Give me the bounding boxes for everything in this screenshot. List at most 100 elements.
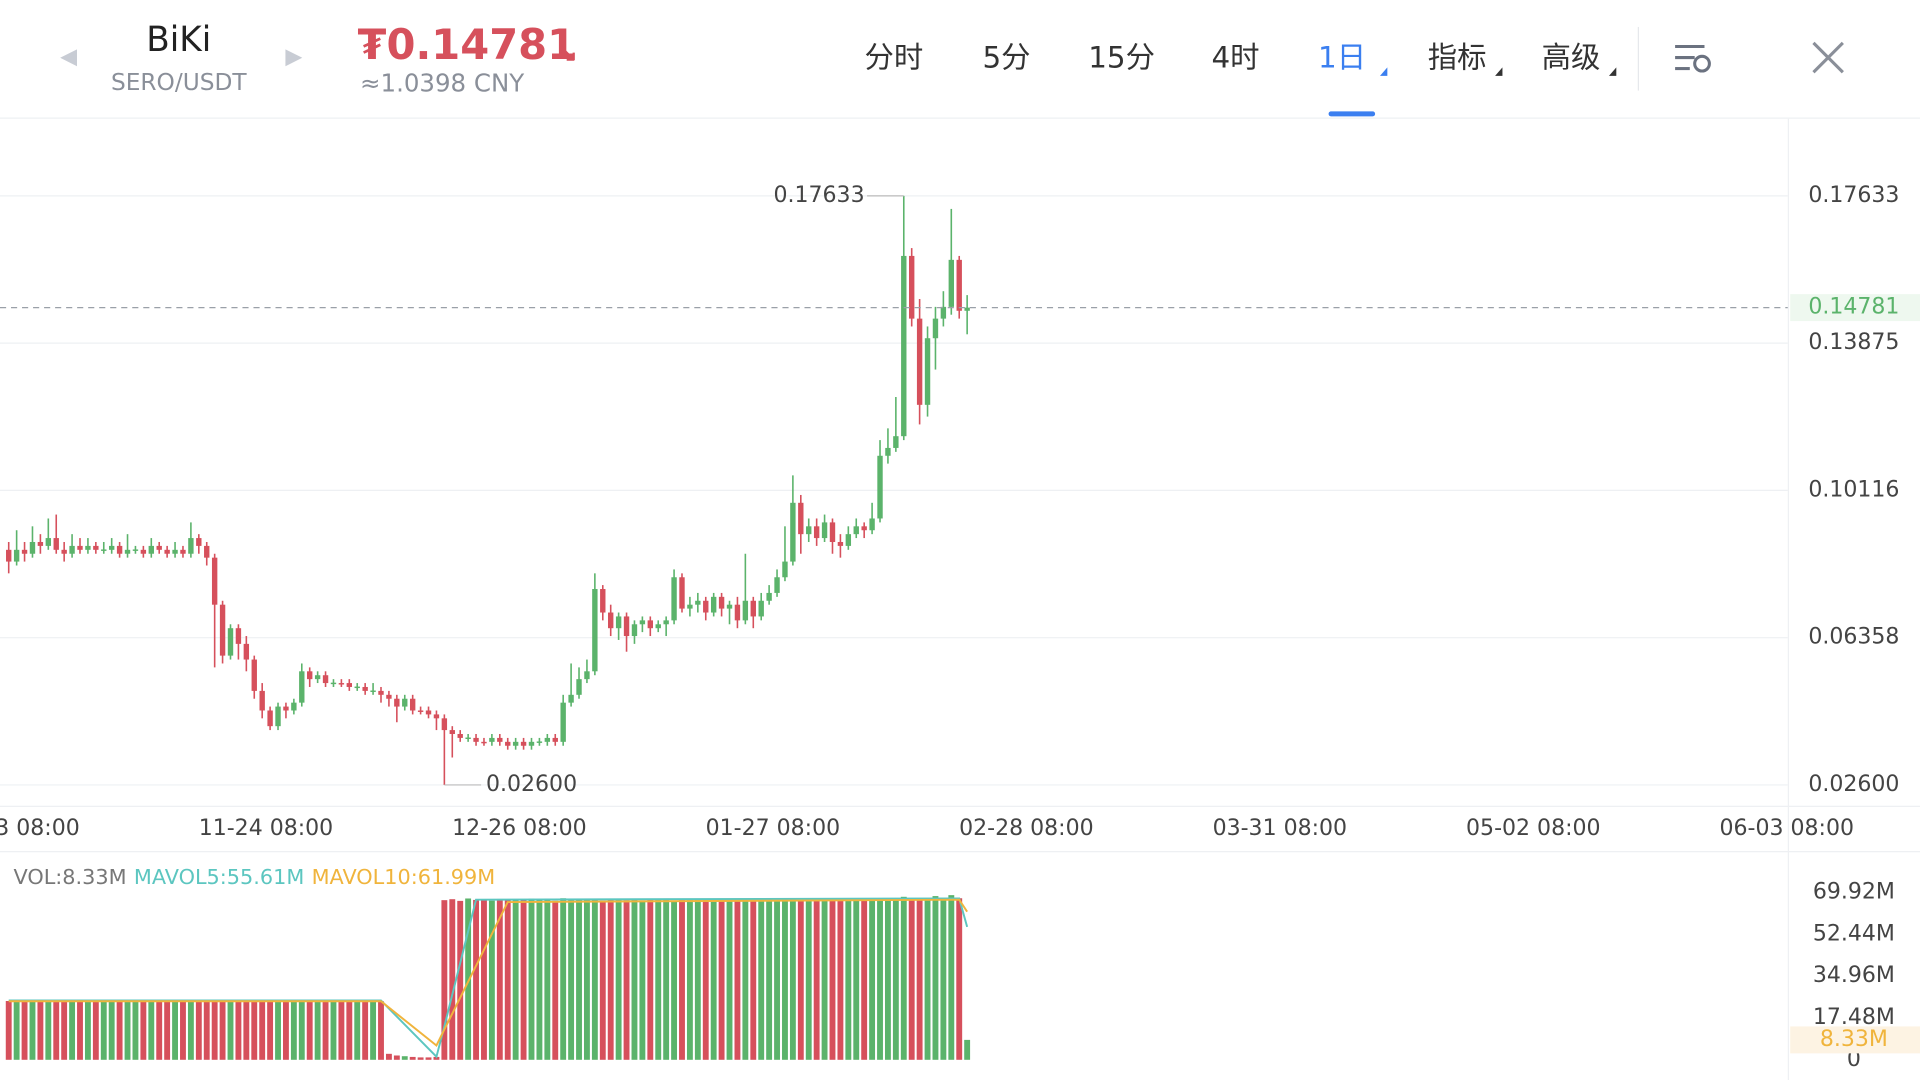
volume-bar bbox=[584, 899, 590, 1060]
volume-bar bbox=[84, 1000, 91, 1060]
volume-bar bbox=[235, 1001, 242, 1060]
volume-bar bbox=[528, 898, 535, 1060]
volume-bar bbox=[639, 900, 646, 1060]
volume-bar bbox=[473, 899, 479, 1060]
tab[interactable]: 4时 bbox=[1211, 40, 1259, 74]
volume-bar bbox=[164, 1001, 171, 1060]
candle-body bbox=[663, 620, 669, 625]
candle-body bbox=[742, 600, 749, 621]
candle-body bbox=[948, 259, 954, 307]
volume-bar bbox=[877, 900, 883, 1060]
candle-body bbox=[93, 545, 99, 550]
volume-bar bbox=[354, 1001, 361, 1060]
prev-arrow[interactable]: ◀ bbox=[60, 45, 77, 70]
last-price-label: 0.14781 bbox=[1808, 295, 1899, 320]
candle-body bbox=[647, 620, 654, 629]
volume-bar bbox=[385, 1053, 392, 1060]
volume-bar bbox=[884, 898, 891, 1060]
candle-body bbox=[172, 549, 178, 554]
volume-bar bbox=[940, 899, 947, 1060]
settings-icon[interactable] bbox=[1675, 45, 1711, 73]
candle-body bbox=[552, 737, 558, 742]
candle-body bbox=[37, 541, 44, 546]
candle-body bbox=[798, 502, 804, 535]
volume-bar bbox=[686, 900, 693, 1060]
volume-bar bbox=[512, 899, 519, 1060]
candle-body bbox=[307, 671, 313, 680]
volume-bar bbox=[718, 898, 725, 1060]
volume-bar bbox=[948, 895, 955, 1060]
candle-body bbox=[148, 545, 154, 554]
volume-bar bbox=[5, 1001, 12, 1060]
candle-body bbox=[417, 710, 424, 712]
candle-body bbox=[53, 538, 59, 550]
volume-tick-label: 17.48M bbox=[1813, 1005, 1895, 1030]
candle-body bbox=[243, 643, 250, 660]
volume-bar bbox=[409, 1056, 416, 1060]
y-tick-label: 0.17633 bbox=[1808, 183, 1899, 208]
volume-bar bbox=[671, 900, 678, 1060]
volume-bar bbox=[900, 896, 907, 1060]
candle-body bbox=[687, 604, 693, 609]
candle-body bbox=[512, 741, 519, 746]
candle-body bbox=[116, 545, 123, 554]
candle-body bbox=[386, 694, 392, 699]
candle-body bbox=[631, 624, 638, 637]
y-tick-label: 0.10116 bbox=[1808, 477, 1899, 502]
ma-line bbox=[8, 898, 968, 1047]
volume-bar bbox=[338, 1001, 345, 1060]
volume-bar bbox=[116, 1000, 123, 1060]
candle-body bbox=[473, 737, 479, 742]
candle-body bbox=[378, 690, 384, 695]
candle-body bbox=[710, 596, 717, 613]
candle-body bbox=[505, 741, 511, 746]
candle-body bbox=[916, 318, 923, 405]
candle-body bbox=[837, 541, 844, 546]
candle-body bbox=[734, 604, 741, 621]
volume-bar bbox=[156, 1000, 163, 1060]
volume-bar bbox=[758, 900, 765, 1060]
volume-bar bbox=[805, 898, 812, 1060]
candle-body bbox=[465, 737, 471, 739]
tab[interactable]: 分时 bbox=[864, 40, 923, 74]
next-arrow[interactable]: ▶ bbox=[285, 45, 302, 70]
volume-bar bbox=[53, 1001, 60, 1060]
candle-body bbox=[251, 659, 257, 691]
candle-body bbox=[481, 741, 487, 744]
candle-body bbox=[956, 259, 962, 311]
volume-bar bbox=[393, 1055, 400, 1060]
volume-bar bbox=[552, 900, 559, 1060]
candle-body bbox=[806, 526, 812, 535]
candle-body bbox=[655, 624, 661, 629]
candle-body bbox=[869, 518, 875, 531]
volume-bar bbox=[845, 899, 852, 1060]
tab[interactable]: 5分 bbox=[982, 40, 1030, 74]
volume-bar bbox=[267, 1000, 274, 1060]
candle-body bbox=[695, 600, 701, 605]
tab[interactable]: 高级 bbox=[1542, 40, 1601, 74]
volume-bar bbox=[631, 898, 638, 1060]
volume-bar bbox=[710, 900, 717, 1060]
volume-bar bbox=[314, 1001, 321, 1060]
tab[interactable]: 15分 bbox=[1088, 40, 1155, 74]
volume-bar bbox=[544, 899, 551, 1060]
candle-body bbox=[861, 526, 867, 531]
volume-bar bbox=[504, 900, 511, 1060]
candle-body bbox=[275, 706, 281, 727]
close-icon[interactable] bbox=[1812, 41, 1844, 74]
candle-body bbox=[140, 549, 147, 554]
y-tick-label: 0.02600 bbox=[1808, 772, 1899, 797]
tab[interactable]: 1日 bbox=[1318, 40, 1366, 74]
volume-bar bbox=[425, 1057, 432, 1060]
candle-body bbox=[782, 561, 788, 578]
volume-bar bbox=[259, 1001, 266, 1060]
active-underline bbox=[1328, 111, 1376, 117]
legend-entry: MAVOL5:55.61M bbox=[134, 865, 304, 889]
candle-body bbox=[283, 706, 289, 711]
candle-body bbox=[774, 577, 780, 593]
volume-bar bbox=[821, 899, 828, 1060]
tab[interactable]: 指标 bbox=[1428, 40, 1487, 74]
volume-bar bbox=[908, 899, 915, 1060]
candle-body bbox=[592, 589, 598, 672]
